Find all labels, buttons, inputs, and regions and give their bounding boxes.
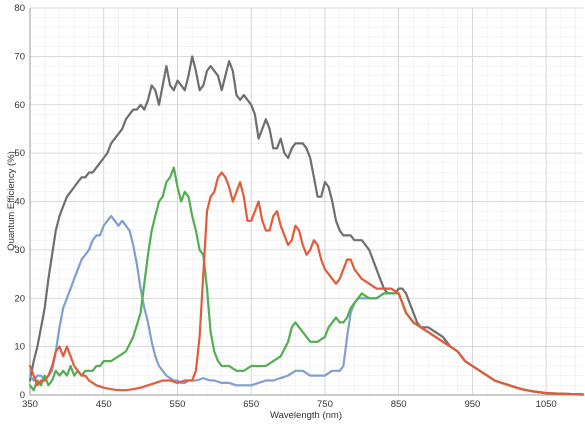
x-tick-label: 550 [170,399,186,410]
y-tick-labels: 0 10 20 30 40 50 60 70 80 [14,3,25,401]
series-layer [28,55,585,396]
x-axis-title: Wavelength (nm) [270,410,342,421]
x-tick-label: 1050 [536,399,557,410]
x-tick-label: 650 [243,399,259,410]
y-tick-label: 30 [14,245,25,256]
x-tick-labels: 350 450 550 650 750 850 950 1050 [22,399,557,410]
x-tick-label: 950 [464,399,480,410]
major-gridlines [29,7,583,396]
x-tick-label: 850 [391,399,407,410]
x-tick-label: 350 [22,399,38,410]
y-tick-label: 20 [14,293,25,304]
x-tick-label: 450 [96,399,112,410]
y-tick-label: 0 [20,390,25,401]
y-axis-title: Quantum Efficiency (%) [6,151,17,251]
y-tick-label: 70 [14,51,25,62]
y-tick-label: 50 [14,148,25,159]
x-tick-label: 750 [317,399,333,410]
series-line-4 [28,171,585,396]
y-tick-label: 60 [14,100,25,111]
y-tick-label: 40 [14,197,25,208]
y-tick-label: 80 [14,3,25,14]
series-line-1 [28,55,585,396]
y-tick-label: 10 [14,342,25,353]
